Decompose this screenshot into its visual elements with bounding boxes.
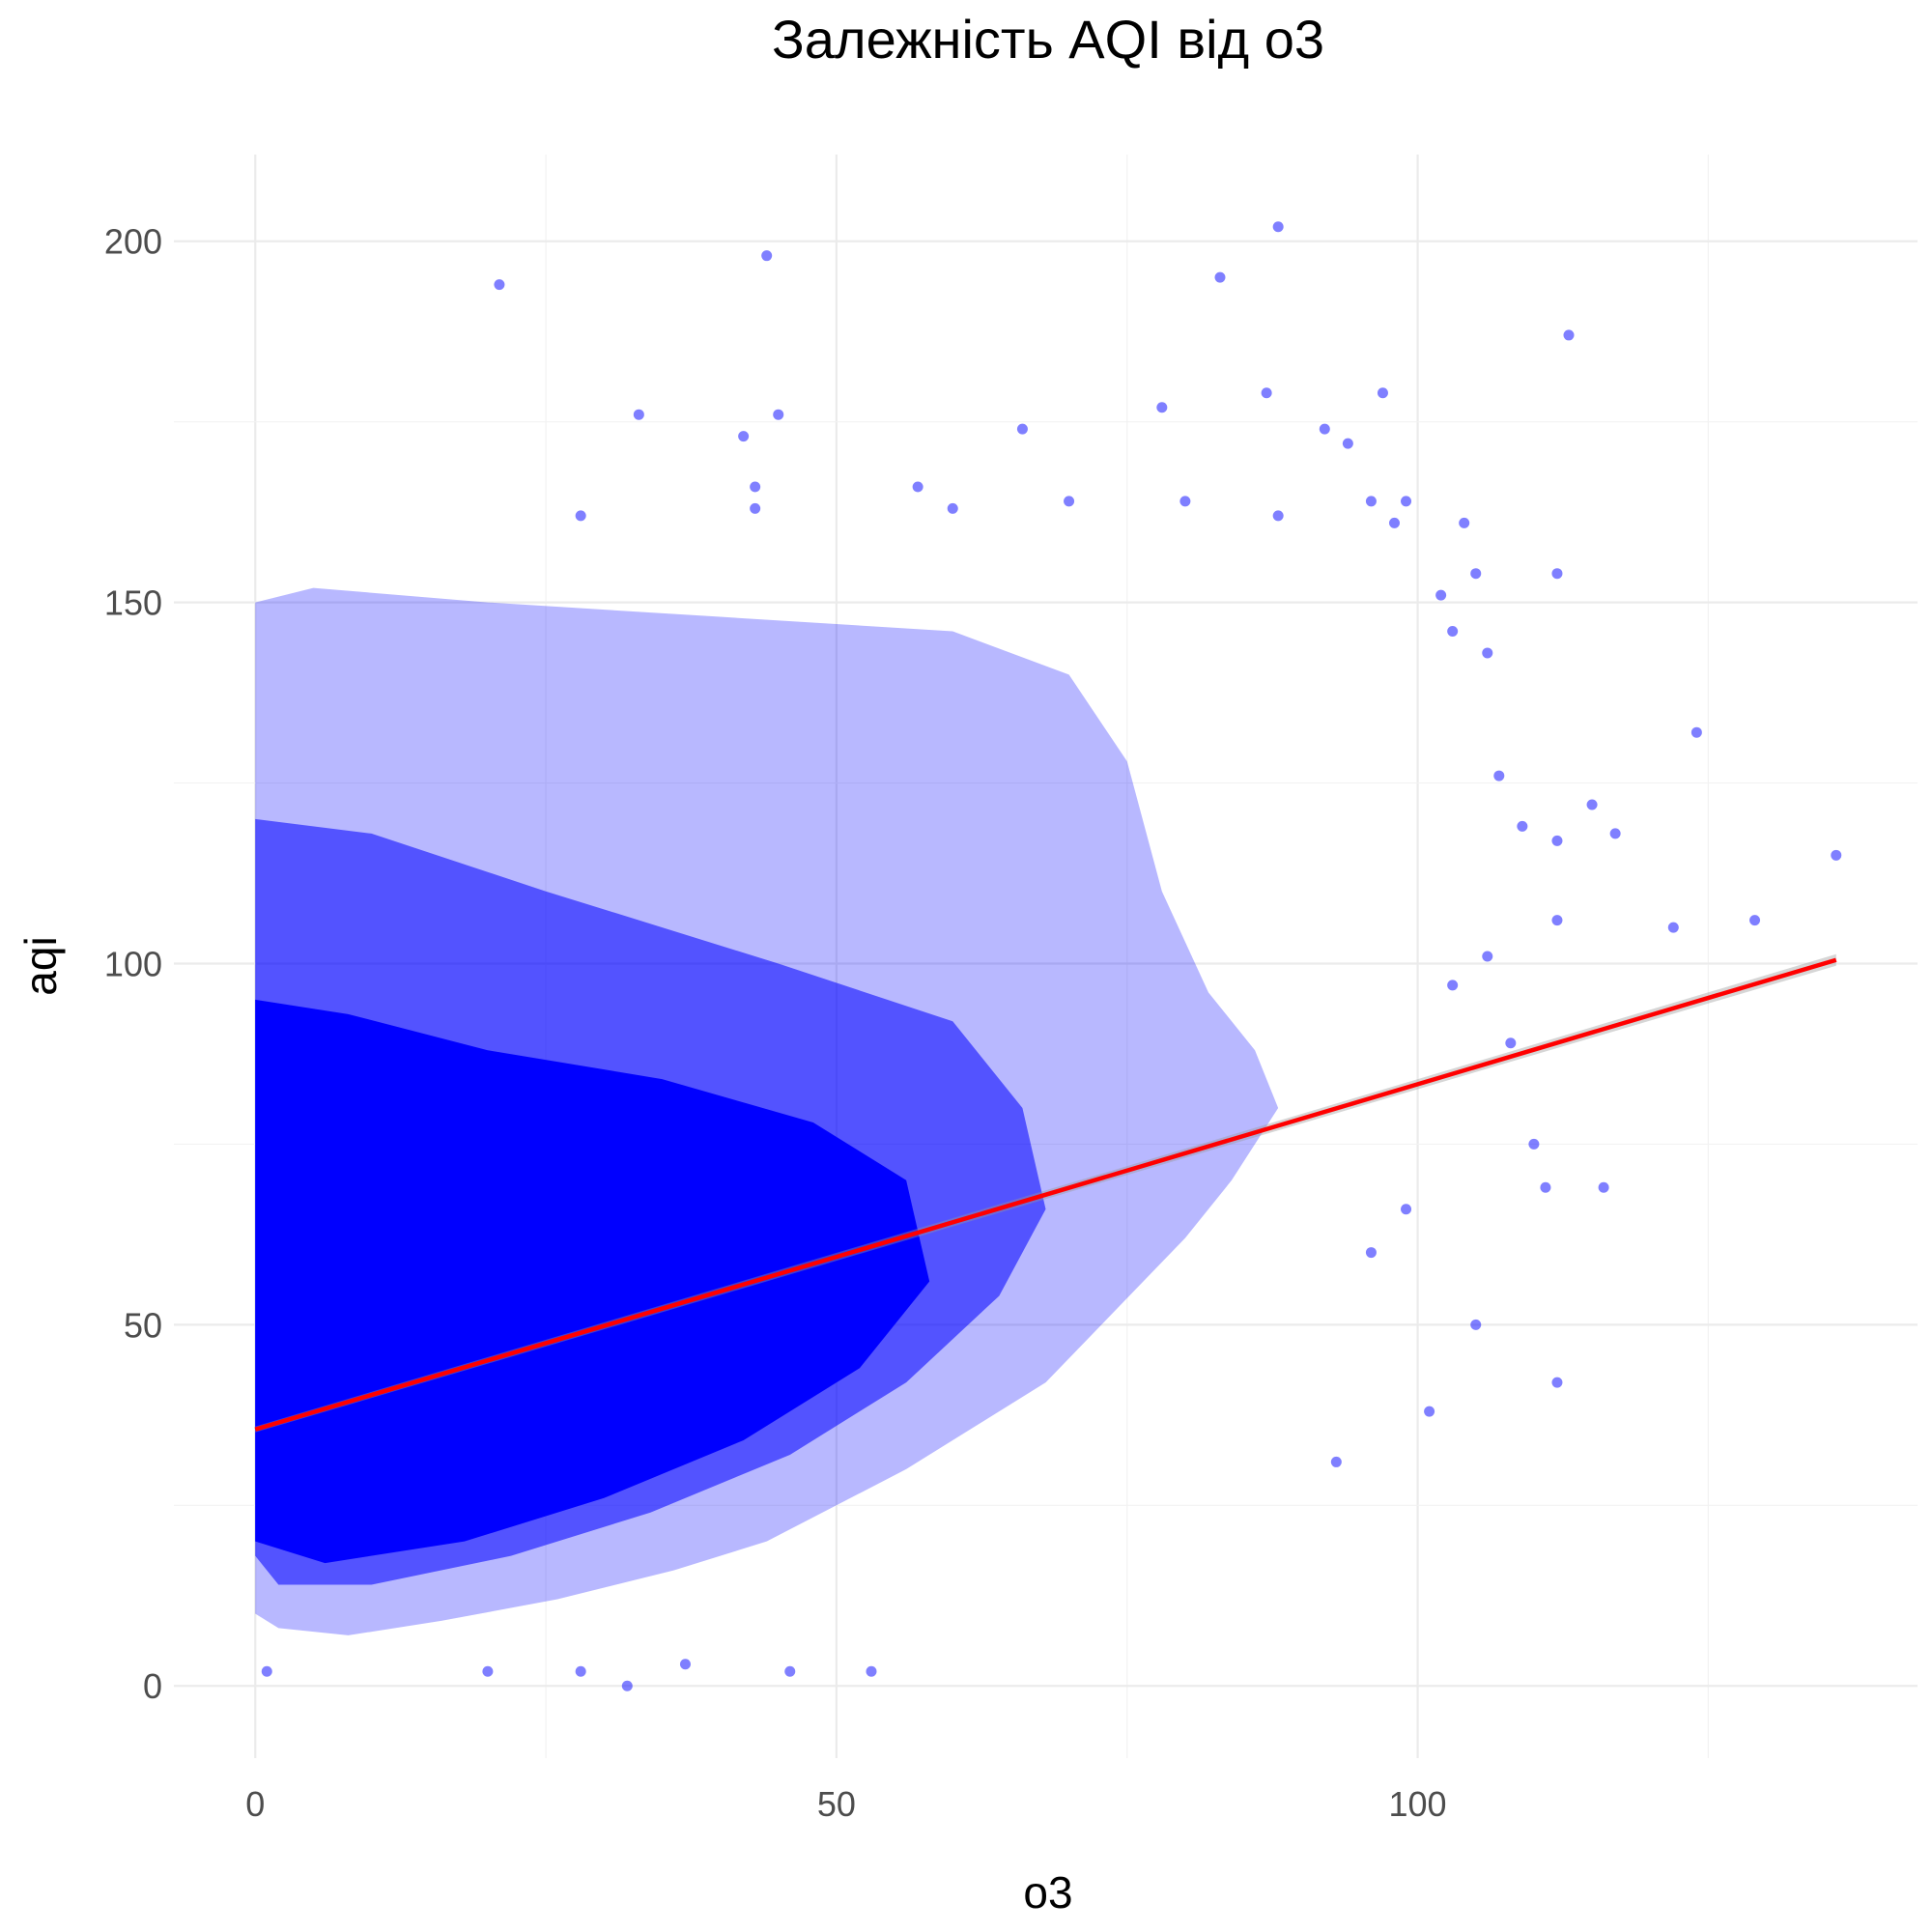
data-point bbox=[1690, 726, 1702, 738]
y-tick-label: 200 bbox=[104, 222, 162, 262]
y-tick-label: 0 bbox=[143, 1666, 162, 1706]
data-point bbox=[679, 1659, 691, 1670]
data-point bbox=[494, 279, 505, 291]
data-point bbox=[912, 481, 923, 493]
data-point bbox=[575, 510, 586, 522]
data-point bbox=[750, 502, 761, 514]
data-point bbox=[1831, 849, 1842, 861]
data-point bbox=[1459, 517, 1470, 528]
data-point bbox=[1401, 1204, 1412, 1215]
data-point bbox=[1749, 915, 1761, 926]
data-point bbox=[1505, 1037, 1517, 1049]
x-tick-label: 50 bbox=[817, 1784, 856, 1824]
data-point bbox=[1470, 568, 1482, 580]
data-point bbox=[738, 431, 750, 442]
x-tick-label: 0 bbox=[245, 1784, 265, 1824]
data-point bbox=[1377, 387, 1388, 399]
data-point bbox=[1447, 980, 1459, 991]
data-point bbox=[773, 409, 784, 420]
y-tick-label: 50 bbox=[124, 1305, 162, 1345]
data-point bbox=[1493, 770, 1505, 781]
data-point bbox=[1214, 271, 1226, 283]
data-point bbox=[1319, 423, 1330, 435]
x-axis-title: o3 bbox=[1023, 1867, 1072, 1918]
data-point bbox=[261, 1665, 272, 1677]
data-point bbox=[1156, 402, 1168, 413]
data-point bbox=[1551, 568, 1563, 580]
point-cloud-core bbox=[255, 999, 930, 1564]
data-point bbox=[1551, 915, 1563, 926]
data-point bbox=[1551, 1377, 1563, 1388]
data-point bbox=[1528, 1138, 1540, 1150]
data-point bbox=[750, 481, 761, 493]
data-point bbox=[1179, 496, 1191, 507]
data-point bbox=[621, 1680, 633, 1691]
tick-labels: 0 50 100 0 50 100 150 200 bbox=[104, 222, 1447, 1824]
x-tick-label: 100 bbox=[1389, 1784, 1447, 1824]
data-point bbox=[1609, 828, 1621, 839]
data-point bbox=[1667, 922, 1679, 933]
data-point bbox=[1598, 1181, 1609, 1193]
data-point bbox=[1342, 438, 1353, 449]
data-point bbox=[1365, 496, 1377, 507]
data-point bbox=[1330, 1456, 1342, 1467]
data-point bbox=[784, 1665, 796, 1677]
data-point bbox=[1365, 1247, 1377, 1259]
data-point bbox=[1389, 517, 1400, 528]
chart-title: Залежність AQI від o3 bbox=[772, 9, 1324, 70]
regression-line bbox=[254, 957, 1837, 1432]
data-point bbox=[1447, 626, 1459, 638]
data-point bbox=[1551, 835, 1563, 846]
data-point bbox=[633, 409, 644, 420]
data-point bbox=[1435, 589, 1447, 601]
data-point bbox=[1540, 1181, 1551, 1193]
data-point bbox=[1401, 496, 1412, 507]
data-point bbox=[1272, 221, 1284, 233]
data-point bbox=[761, 250, 773, 262]
data-point bbox=[482, 1665, 494, 1677]
y-tick-label: 100 bbox=[104, 944, 162, 983]
data-point bbox=[1563, 329, 1575, 341]
data-point bbox=[1586, 799, 1598, 810]
data-point bbox=[1261, 387, 1272, 399]
data-point bbox=[1016, 423, 1028, 435]
data-point bbox=[1470, 1319, 1482, 1330]
data-point bbox=[1424, 1406, 1435, 1417]
data-point bbox=[1482, 647, 1493, 659]
data-point bbox=[1064, 496, 1075, 507]
data-point bbox=[575, 1665, 586, 1677]
point-cloud bbox=[255, 587, 1279, 1635]
data-point bbox=[1482, 951, 1493, 962]
y-tick-label: 150 bbox=[104, 583, 162, 623]
data-point bbox=[947, 502, 958, 514]
data-point bbox=[866, 1665, 877, 1677]
data-points bbox=[261, 221, 1842, 1691]
regression-line-group bbox=[254, 953, 1837, 1433]
y-axis-title: aqi bbox=[15, 936, 66, 995]
data-point bbox=[1272, 510, 1284, 522]
data-point bbox=[1517, 820, 1528, 832]
